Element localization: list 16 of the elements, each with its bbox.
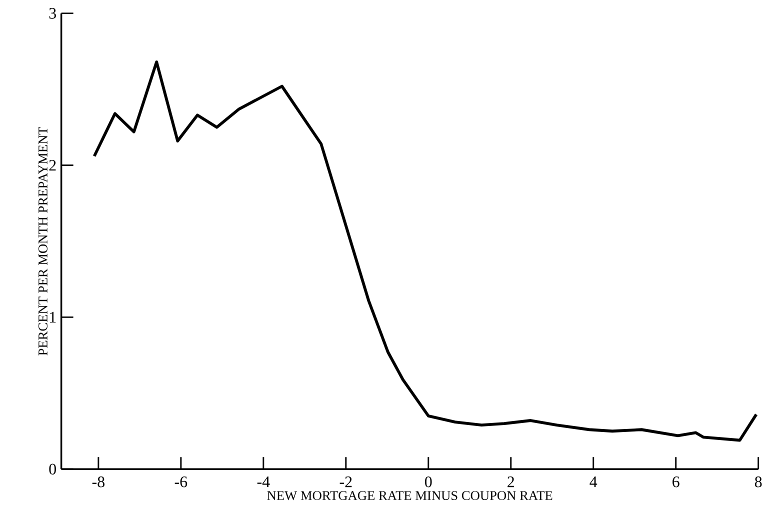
x-tick-label: -2: [340, 476, 352, 487]
y-axis-title: PERCENT PER MONTH PREPAYMENT: [38, 126, 48, 356]
x-tick-label: -4: [257, 476, 270, 487]
x-tick-label: 4: [590, 476, 598, 487]
x-tick-label: 2: [508, 476, 514, 487]
y-tick-label: 0: [49, 464, 56, 474]
x-axis-title: NEW MORTGAGE RATE MINUS COUPON RATE: [267, 490, 552, 500]
y-tick-label: 2: [49, 160, 56, 170]
y-tick-label: 3: [49, 8, 56, 18]
x-tick-label: 8: [754, 476, 762, 488]
x-tick-label: -6: [174, 476, 188, 488]
y-tick-label: 1: [50, 312, 56, 322]
x-tick-label: 6: [672, 476, 680, 488]
x-tick-label: -8: [92, 476, 104, 488]
x-tick-label: 0: [424, 476, 432, 488]
line-series: [92, 60, 758, 442]
